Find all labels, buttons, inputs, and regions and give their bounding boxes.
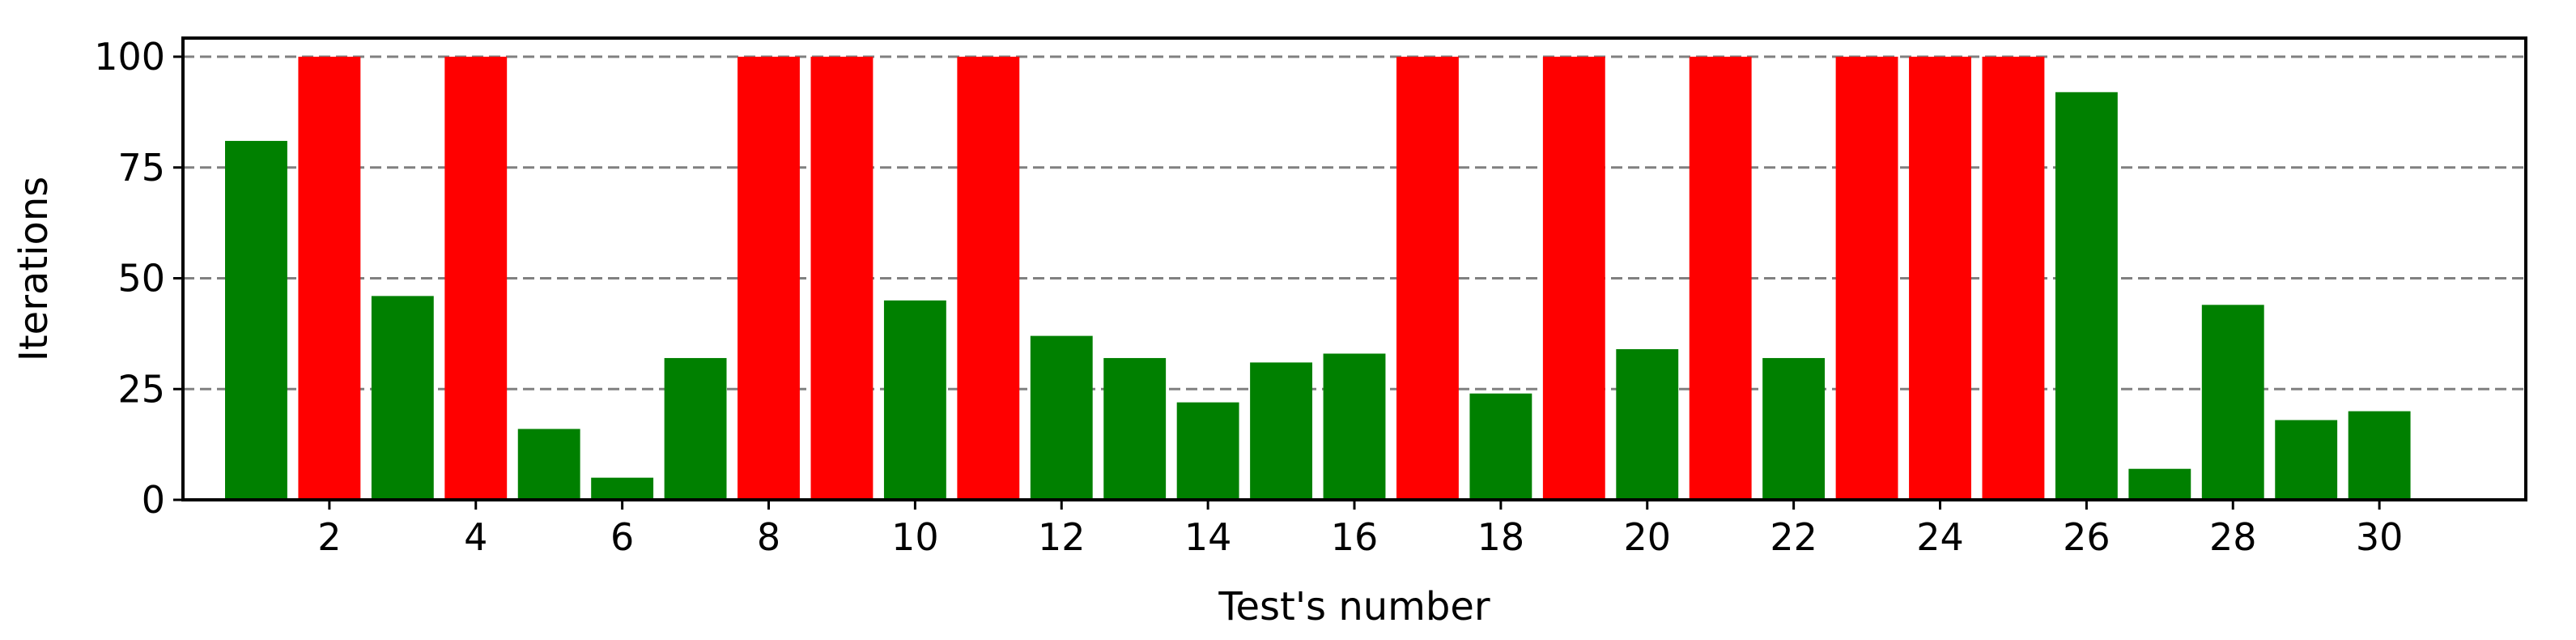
- y-axis-label: Iterations: [11, 177, 57, 362]
- x-tick-label: 22: [1770, 515, 1817, 559]
- bar-test-2: [298, 57, 361, 500]
- x-tick-label: 12: [1038, 515, 1086, 559]
- x-tick-label: 10: [891, 515, 939, 559]
- y-tick-label: 0: [142, 478, 165, 522]
- bar-test-8: [738, 57, 800, 500]
- bar-test-18: [1469, 393, 1532, 500]
- x-tick-label: 14: [1184, 515, 1232, 559]
- bars: [225, 57, 2411, 500]
- bar-test-10: [883, 300, 946, 500]
- bar-test-24: [1909, 57, 1971, 500]
- bar-test-1: [225, 140, 287, 500]
- bar-test-17: [1396, 57, 1459, 500]
- bar-test-14: [1176, 402, 1239, 500]
- x-tick-label: 4: [464, 515, 487, 559]
- bar-test-6: [591, 477, 654, 500]
- bar-test-27: [2128, 468, 2191, 500]
- bar-test-11: [957, 57, 1020, 500]
- x-tick-label: 8: [757, 515, 780, 559]
- bar-test-7: [664, 357, 727, 500]
- x-tick-label: 6: [610, 515, 634, 559]
- y-axis-ticks: 0 25 50 75 100: [94, 35, 183, 522]
- bar-test-25: [1982, 57, 2045, 500]
- bar-test-3: [371, 296, 434, 500]
- y-tick-label: 75: [117, 146, 165, 190]
- bar-test-29: [2275, 420, 2338, 500]
- bar-test-15: [1250, 362, 1312, 500]
- bar-test-21: [1689, 57, 1752, 500]
- y-tick-label: 50: [117, 257, 165, 301]
- bar-test-30: [2348, 411, 2411, 500]
- grid-lines: [183, 55, 2526, 390]
- bar-test-19: [1542, 57, 1605, 500]
- bar-test-9: [810, 57, 874, 500]
- x-axis-label: Test's number: [1218, 584, 1490, 629]
- bar-test-5: [517, 429, 580, 500]
- x-tick-label: 28: [2209, 515, 2257, 559]
- x-tick-label: 20: [1623, 515, 1671, 559]
- bar-test-20: [1616, 349, 1679, 500]
- bar-test-22: [1762, 357, 1826, 500]
- bar-test-16: [1323, 353, 1386, 500]
- x-tick-label: 18: [1477, 515, 1525, 559]
- bar-test-26: [2055, 92, 2118, 500]
- x-tick-label: 24: [1916, 515, 1964, 559]
- x-tick-label: 30: [2356, 515, 2404, 559]
- y-tick-label: 100: [94, 35, 165, 79]
- bar-test-13: [1103, 357, 1167, 500]
- x-axis-ticks: 2 4 6 8 10 12 14 16 18 20 22 24 26 28 30: [317, 500, 2403, 559]
- x-tick-label: 16: [1331, 515, 1379, 559]
- x-tick-label: 26: [2063, 515, 2111, 559]
- bar-test-12: [1030, 335, 1093, 500]
- x-tick-label: 2: [317, 515, 341, 559]
- bar-test-28: [2201, 305, 2264, 500]
- bar-test-4: [444, 57, 508, 500]
- y-tick-label: 25: [117, 367, 165, 411]
- bar-test-23: [1835, 57, 1898, 500]
